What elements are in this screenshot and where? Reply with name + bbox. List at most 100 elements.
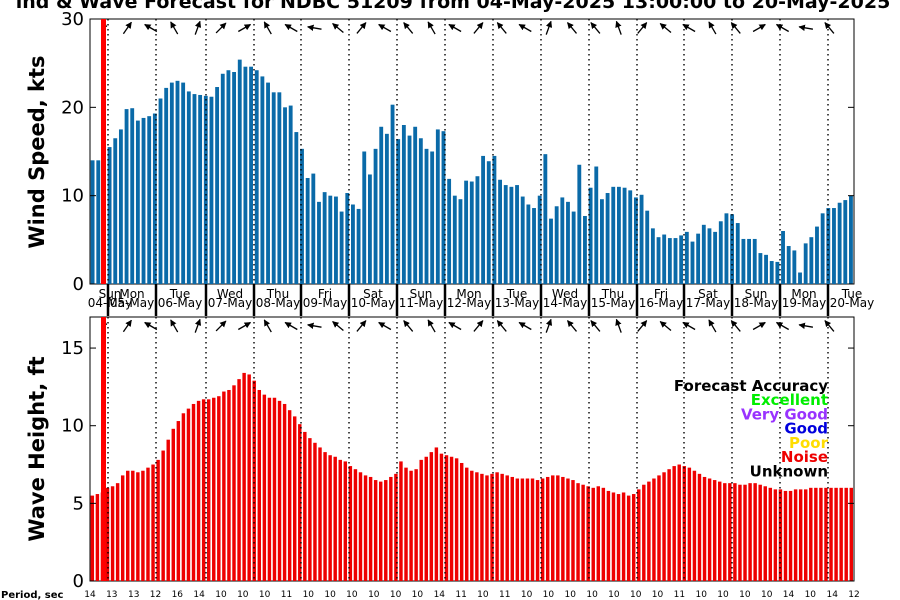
direction-arrow <box>659 23 672 33</box>
wind-bar <box>294 132 299 284</box>
wave-bar <box>631 494 636 581</box>
period-tick: 10 <box>521 590 533 600</box>
wind-bar <box>820 213 825 284</box>
wave-bar <box>151 464 155 581</box>
period-tick: 10 <box>761 590 773 600</box>
wave-bar <box>520 478 525 581</box>
wave-bar <box>379 481 383 581</box>
wave-bar <box>470 470 474 581</box>
wave-bar <box>95 494 100 581</box>
wave-bar <box>404 467 408 581</box>
wind-bar <box>96 160 101 284</box>
period-tick: 13 <box>128 590 139 600</box>
direction-arrow <box>403 320 414 332</box>
wave-bar <box>459 462 464 581</box>
wind-bar <box>198 94 203 284</box>
wind-bar <box>452 195 457 284</box>
wave-bar <box>414 469 418 581</box>
day-label: Mon <box>791 287 816 301</box>
wave-bar <box>338 459 342 581</box>
wind-bar <box>351 204 355 284</box>
wind-bar <box>616 186 621 284</box>
wave-bar <box>712 480 717 581</box>
y-tick-label: 10 <box>61 186 84 207</box>
direction-arrow <box>332 23 344 33</box>
wind-bar <box>803 243 808 284</box>
wind-bar <box>441 131 446 284</box>
direction-arrow <box>659 321 672 331</box>
wind-bar <box>639 194 644 284</box>
date-label: 10-May <box>351 296 395 310</box>
direction-arrow <box>170 319 179 333</box>
wind-bar <box>254 70 259 284</box>
wave-bar <box>551 475 555 581</box>
period-tick: 11 <box>281 590 292 600</box>
wind-bar <box>266 82 270 284</box>
direction-arrow <box>194 20 202 35</box>
period-tick: 10 <box>303 590 315 600</box>
wind-bar <box>141 117 146 285</box>
wind-bar <box>594 166 599 284</box>
wave-bar <box>545 476 550 581</box>
wind-bar <box>515 185 519 284</box>
wind-bar <box>130 108 135 284</box>
period-tick: 12 <box>150 590 161 600</box>
period-tick: 10 <box>368 590 380 600</box>
wind-bar <box>650 228 655 284</box>
direction-arrow <box>237 321 252 331</box>
period-tick: 10 <box>477 590 489 600</box>
date-label: 04-May <box>88 296 132 310</box>
wave-bar <box>611 492 616 581</box>
wind-bar <box>339 211 344 284</box>
wave-bar <box>748 483 752 581</box>
wave-bar <box>566 478 570 581</box>
wind-bar <box>543 154 548 284</box>
wave-bar <box>449 456 454 581</box>
wind-bar <box>118 129 123 284</box>
wave-bar <box>637 489 641 581</box>
wave-bar <box>586 486 590 581</box>
wave-bar <box>626 495 631 581</box>
wave-bar <box>146 467 150 581</box>
wave-bar <box>753 483 757 581</box>
period-tick: 14 <box>783 590 795 600</box>
day-label: Sat <box>698 287 718 301</box>
wave-bar <box>571 480 575 581</box>
direction-arrow <box>730 22 741 34</box>
day-label: Sun <box>410 287 433 301</box>
wave-bar <box>206 399 211 581</box>
wave-bar <box>277 400 282 581</box>
wave-bar <box>272 397 277 581</box>
wave-bar <box>136 472 140 581</box>
wave-bar <box>485 475 489 581</box>
wind-bar <box>169 82 174 284</box>
wave-bar <box>697 473 702 581</box>
wave-bar <box>333 456 337 581</box>
wind-bar <box>486 161 491 284</box>
wave-bar <box>298 424 302 581</box>
wind-bar <box>317 201 321 284</box>
direction-arrow <box>215 320 227 332</box>
direction-arrow <box>798 24 814 32</box>
period-tick: 10 <box>390 590 402 600</box>
wind-bar <box>475 176 480 284</box>
wind-bar <box>537 195 542 284</box>
period-tick: 10 <box>586 590 598 600</box>
wave-bar <box>292 416 297 581</box>
wave-bar <box>252 380 256 581</box>
wave-bar <box>368 476 373 581</box>
wave-bar <box>262 394 267 581</box>
wind-bar <box>481 155 486 284</box>
wave-bar <box>247 374 251 581</box>
period-tick: 10 <box>739 590 751 600</box>
wind-bar <box>605 193 610 284</box>
wave-bar <box>389 476 393 581</box>
date-label: 06-May <box>158 296 202 310</box>
day-label: Wed <box>217 287 243 301</box>
now-marker-bottom <box>101 317 106 581</box>
wind-bar <box>424 148 429 284</box>
wind-bar <box>192 94 197 284</box>
direction-arrow <box>284 321 298 331</box>
wind-bar <box>667 238 672 284</box>
wind-bar <box>113 138 118 284</box>
